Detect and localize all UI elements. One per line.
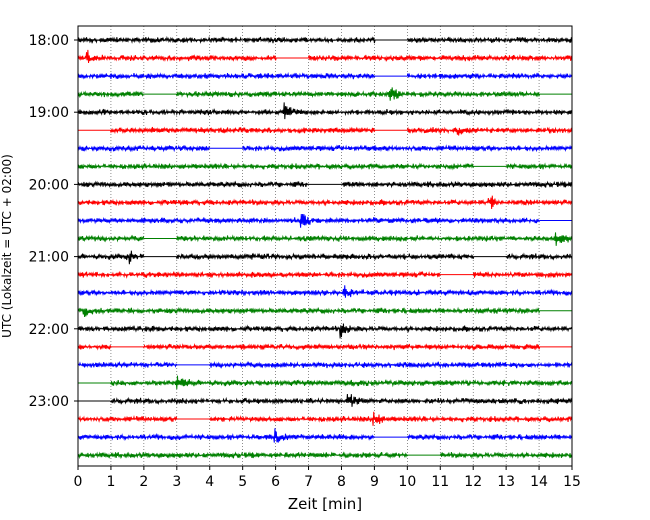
trace-row [78, 126, 573, 136]
trace-row [77, 35, 573, 44]
y-axis-ticks: 18:00 19:00 20:00 21:00 22:00 23:00 [29, 33, 78, 410]
seismic-trace [77, 180, 573, 189]
trace-row [77, 428, 573, 443]
x-axis-ticks: 0 1 2 3 4 5 6 7 8 9 10 11 12 13 14 15 [74, 466, 581, 490]
seismic-trace [77, 35, 573, 44]
trace-row [77, 162, 573, 171]
x-tick-label: 5 [238, 474, 247, 490]
seismic-trace [77, 49, 573, 63]
seismic-trace [77, 323, 573, 339]
trace-row [77, 411, 573, 426]
seismic-trace [77, 411, 573, 426]
seismic-trace [77, 270, 573, 279]
y-tick-label: 23:00 [29, 394, 69, 410]
trace-row [77, 180, 573, 189]
trace-row [77, 270, 573, 279]
y-tick-label: 21:00 [29, 250, 69, 266]
x-tick-label: 13 [497, 474, 515, 490]
y-tick-label: 18:00 [29, 33, 69, 49]
x-tick-label: 0 [74, 474, 83, 490]
x-tick-label: 6 [271, 474, 280, 490]
trace-row [77, 323, 573, 339]
seismic-trace [77, 213, 572, 228]
x-tick-label: 2 [139, 474, 148, 490]
seismic-trace [77, 71, 573, 80]
trace-row [77, 49, 573, 63]
x-tick-label: 11 [431, 474, 449, 490]
trace-row [77, 250, 573, 265]
seismic-trace [77, 360, 573, 370]
seismic-trace [77, 102, 573, 120]
seismic-trace [77, 232, 573, 246]
x-tick-label: 15 [563, 474, 581, 490]
trace-row [77, 232, 573, 246]
seismic-trace [78, 393, 573, 407]
trace-row [77, 285, 573, 298]
trace-row [77, 342, 572, 351]
x-tick-label: 14 [530, 474, 548, 490]
seismic-trace [78, 126, 573, 136]
trace-row [77, 213, 572, 228]
x-tick-label: 10 [398, 474, 416, 490]
x-axis-label: Zeit [min] [288, 495, 362, 513]
plot-frame [77, 25, 573, 467]
trace-row [77, 195, 573, 209]
trace-row [77, 144, 573, 153]
x-tick-label: 9 [370, 474, 379, 490]
x-tick-label: 12 [464, 474, 482, 490]
x-tick-label: 1 [106, 474, 115, 490]
y-tick-label: 22:00 [29, 322, 69, 338]
seismic-trace [77, 195, 573, 209]
seismic-trace [77, 144, 573, 153]
seismic-trace [77, 342, 572, 351]
seismic-trace [77, 451, 573, 460]
trace-row [78, 393, 573, 407]
grid-lines [110, 26, 540, 466]
trace-row [77, 102, 573, 120]
seismic-trace [77, 162, 573, 171]
x-tick-label: 7 [304, 474, 313, 490]
x-tick-label: 8 [337, 474, 346, 490]
seismic-trace [77, 250, 573, 265]
seismic-trace [77, 428, 573, 443]
seismic-trace [77, 306, 572, 318]
y-tick-label: 20:00 [29, 177, 69, 193]
trace-row [77, 71, 573, 80]
x-tick-label: 4 [205, 474, 214, 490]
x-tick-label: 3 [172, 474, 181, 490]
trace-row [77, 360, 573, 370]
seismic-trace [78, 375, 573, 390]
seismic-trace [77, 285, 573, 298]
trace-row [77, 87, 572, 101]
trace-row [77, 306, 572, 318]
trace-row [78, 375, 573, 390]
y-axis-label: UTC (Lokalzeit = UTC + 02:00) [0, 154, 14, 338]
seismic-traces [77, 35, 573, 460]
seismic-trace [77, 87, 572, 101]
trace-row [77, 451, 573, 460]
y-tick-label: 19:00 [29, 105, 69, 121]
